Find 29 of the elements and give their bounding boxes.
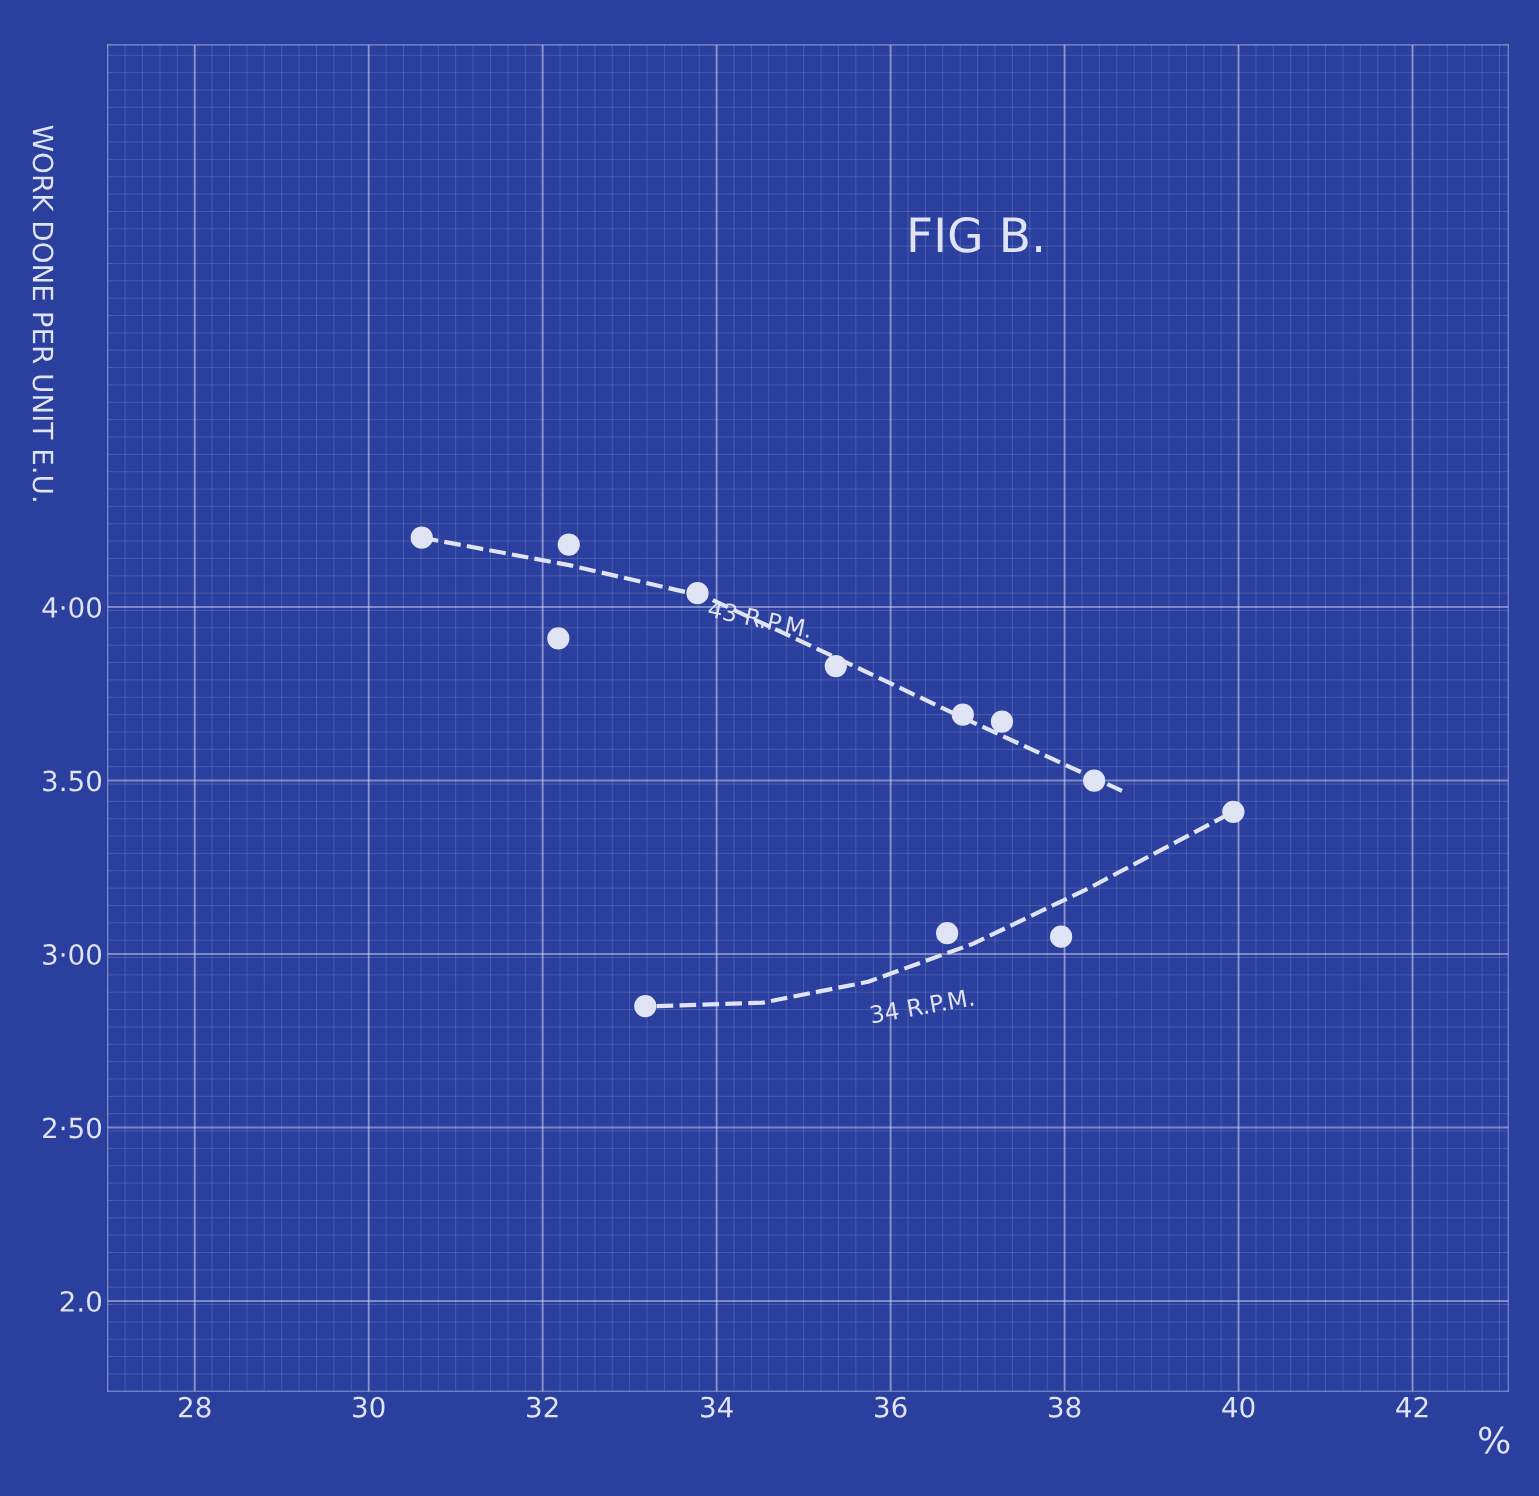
x-tick-label: 38 [1049,1396,1081,1418]
y-tick-label: 3.50 [43,770,102,792]
x-tick-label: 34 [701,1396,733,1418]
y-tick-label: 2.0 [60,1290,102,1313]
x-tick-label: 42 [1396,1396,1428,1418]
point [410,526,433,549]
y-tick-label: 3·00 [43,943,102,965]
x-axis-title: % [1479,1426,1510,1454]
y-tick-label: 4·00 [42,596,102,618]
point [936,922,959,945]
point [1049,925,1073,948]
point [1083,769,1106,792]
x-tick-label: 40 [1222,1396,1255,1418]
point [634,994,657,1018]
x-tick-label: 32 [527,1396,558,1418]
y-tick-label: 2·50 [43,1117,102,1139]
point [824,654,847,678]
point [951,703,974,726]
point [547,627,570,650]
x-tick-label: 28 [179,1396,211,1418]
point [990,710,1014,733]
point [1222,800,1245,823]
point [686,582,709,605]
x-tick-label: 36 [875,1396,907,1418]
y-axis-title: WORK DONE PER UNIT E.U. [32,125,54,501]
x-tick-label: 30 [353,1396,385,1418]
point [557,533,580,556]
text: FIG B. [910,216,1041,253]
text: 34 R.P.M. [869,988,974,1024]
